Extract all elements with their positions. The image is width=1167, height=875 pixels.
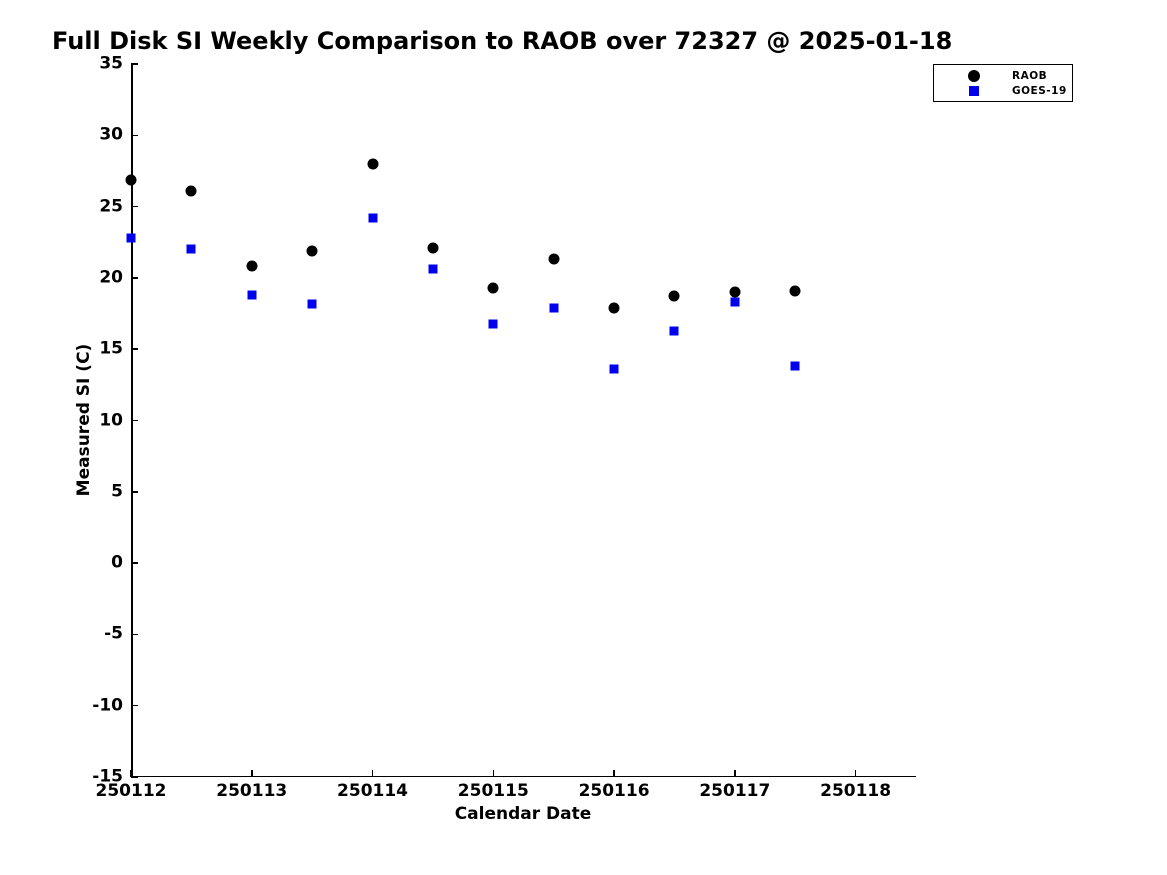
- raob-data-point: [185, 185, 197, 197]
- y-axis-label: Measured SI (C): [74, 343, 94, 497]
- y-tick-label: 20: [99, 267, 123, 288]
- goes19-data-point: [669, 326, 679, 336]
- x-axis-label: Calendar Date: [454, 804, 592, 824]
- y-tick-mark: [131, 562, 138, 564]
- legend-item-goes19: GOES-19: [934, 84, 1072, 98]
- legend-item-raob: RAOB: [934, 69, 1072, 83]
- y-tick-label: 35: [99, 53, 123, 74]
- x-tick-mark: [371, 770, 374, 777]
- raob-data-point: [729, 286, 741, 298]
- x-tick-label: 250116: [578, 781, 650, 801]
- y-tick-mark: [131, 134, 138, 137]
- y-tick-label: -10: [92, 695, 123, 716]
- x-axis-line: [131, 775, 916, 777]
- goes19-data-point: [549, 303, 559, 313]
- y-tick-mark: [131, 633, 138, 636]
- x-tick-mark: [854, 770, 857, 777]
- goes19-data-point: [186, 244, 196, 254]
- x-tick-label: 250113: [216, 781, 288, 801]
- goes19-data-point: [307, 299, 317, 309]
- goes19-square-marker-icon: [969, 86, 979, 96]
- y-tick-label: 0: [111, 552, 123, 573]
- goes19-data-point: [428, 264, 438, 274]
- y-tick-label: 25: [99, 196, 123, 217]
- raob-data-point: [789, 285, 801, 297]
- x-tick-mark: [734, 770, 736, 777]
- y-tick-label: 5: [111, 481, 123, 502]
- raob-data-point: [608, 302, 620, 314]
- y-tick-mark: [131, 491, 138, 493]
- plot-area: 250112 250113 250114 250115 250116 250117 2501…: [92, 55, 916, 800]
- legend-label-raob: RAOB: [1012, 70, 1048, 82]
- raob-data-point: [548, 253, 560, 265]
- y-tick-label: 15: [99, 338, 123, 359]
- y-tick-label: 30: [99, 124, 123, 145]
- goes19-data-point: [488, 319, 498, 329]
- y-tick-mark: [131, 419, 138, 422]
- y-tick-mark: [131, 277, 138, 279]
- goes19-data-point: [247, 290, 257, 300]
- x-tick-mark: [130, 770, 132, 777]
- raob-data-point: [125, 174, 137, 185]
- x-tick-mark: [613, 770, 615, 777]
- goes19-data-point: [730, 297, 740, 307]
- raob-data-point: [246, 260, 258, 272]
- x-tick-mark: [492, 770, 495, 777]
- y-tick-label: 10: [99, 410, 123, 430]
- y-tick-mark: [131, 348, 138, 350]
- y-tick-mark: [131, 704, 138, 707]
- x-tick-label: 250115: [457, 781, 529, 801]
- x-tick-label: 250118: [820, 781, 892, 801]
- x-tick-label: 250112: [95, 781, 167, 801]
- raob-data-point: [367, 158, 379, 170]
- y-tick-label: -15: [92, 766, 123, 787]
- raob-data-point: [306, 245, 318, 257]
- legend-label-goes19: GOES-19: [1012, 85, 1067, 97]
- x-tick-mark: [251, 770, 253, 777]
- raob-data-point: [668, 290, 680, 302]
- goes19-data-point: [368, 213, 378, 223]
- x-tick-label: 250117: [699, 781, 771, 801]
- raob-data-point: [487, 282, 499, 294]
- goes19-data-point: [790, 361, 800, 371]
- raob-circle-marker-icon: [968, 70, 980, 82]
- raob-data-point: [427, 242, 439, 254]
- legend: RAOB GOES-19: [933, 64, 1073, 102]
- y-tick-mark: [131, 205, 138, 208]
- goes19-data-point: [126, 233, 136, 243]
- chart-title: Full Disk SI Weekly Comparison to RAOB o…: [52, 27, 953, 55]
- x-tick-label: 250114: [337, 781, 409, 801]
- y-tick-mark: [131, 63, 138, 65]
- y-tick-mark: [131, 776, 138, 778]
- goes19-data-point: [609, 364, 619, 374]
- y-tick-label: -5: [104, 623, 123, 644]
